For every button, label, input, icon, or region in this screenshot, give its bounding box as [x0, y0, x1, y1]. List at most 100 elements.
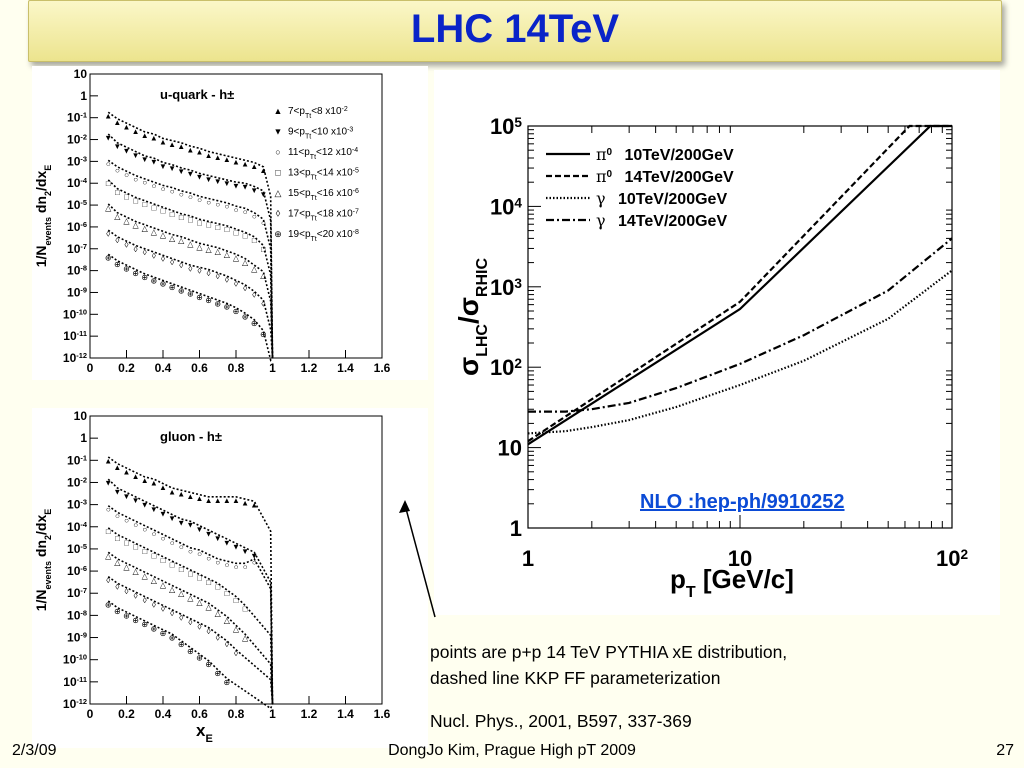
data-point-s1: ▲	[223, 155, 231, 164]
data-point-s7: ⊕	[141, 273, 148, 282]
data-point-s4: □	[234, 596, 239, 605]
data-point-s2: ▼	[232, 181, 240, 190]
pointer-arrow	[399, 500, 436, 618]
y-tick-label: 1	[510, 516, 522, 541]
data-point-s1: ▲	[132, 472, 140, 481]
data-point-s6: ◊	[198, 267, 202, 276]
footer-author: DongJo Kim, Prague High pT 2009	[388, 742, 636, 759]
data-point-s7: ⊕	[169, 283, 176, 292]
data-point-s5: △	[178, 589, 185, 598]
legend-label-4: γ 14TeV/200GeV	[596, 211, 727, 230]
data-point-s1: ▲	[104, 456, 112, 465]
legend-marker-3: ○	[275, 147, 280, 157]
nlo-reference-link[interactable]: NLO :hep-ph/9910252	[640, 491, 845, 513]
y-tick-label: 10-3	[67, 497, 87, 512]
kkp-curve-3	[107, 505, 274, 705]
data-point-s7: ⊕	[187, 647, 194, 656]
data-point-s1: ▲	[214, 496, 222, 505]
kkp-curve-6	[107, 229, 274, 359]
data-point-s5: △	[206, 245, 213, 254]
data-point-s2: ▼	[132, 496, 140, 505]
data-point-s3: ○	[224, 560, 229, 569]
y-tick-label: 10-9	[67, 285, 87, 300]
legend-marker-5: △	[275, 188, 282, 198]
legend-marker-2: ▼	[274, 127, 283, 137]
series-line-3	[527, 269, 953, 435]
data-point-s5: △	[178, 236, 185, 245]
panel-label: gluon - h±	[160, 429, 222, 444]
data-point-s4: □	[234, 228, 239, 237]
data-point-s6: ◊	[161, 255, 165, 264]
data-point-s6: ◊	[188, 264, 192, 273]
data-point-s4: □	[170, 210, 175, 219]
data-point-s5: △	[215, 247, 222, 256]
data-point-s7: ⊕	[141, 620, 148, 629]
data-point-s5: △	[105, 203, 112, 212]
data-point-s6: ◊	[243, 284, 247, 293]
data-point-s5: △	[142, 572, 149, 581]
y-tick-label: 10-2	[67, 475, 87, 490]
series-line-1	[527, 124, 952, 446]
y-tick-label: 105	[490, 114, 522, 139]
data-point-s7: ⊕	[196, 653, 203, 662]
x-tick-label: 0.2	[118, 707, 135, 721]
data-point-s6: ◊	[106, 229, 110, 238]
data-point-s5: △	[233, 625, 240, 634]
legend-label-2: 9<pTt<10 x10-3	[288, 126, 353, 140]
data-point-s3: ○	[151, 529, 156, 538]
data-point-s1: ▲	[250, 162, 258, 171]
data-point-s2: ▼	[113, 142, 121, 151]
y-tick-label: 10-6	[67, 564, 87, 579]
x-tick-label: 0	[87, 361, 94, 375]
caption-line-2: dashed line KKP FF parameterization	[430, 668, 721, 688]
data-point-s2: ▼	[241, 547, 249, 556]
y-tick-label: 10-9	[67, 630, 87, 645]
data-point-s3: ○	[188, 547, 193, 556]
y-tick-label: 10-10	[63, 652, 87, 667]
data-point-s2: ▼	[159, 509, 167, 518]
data-point-s7: ⊕	[260, 330, 267, 339]
data-point-s5: △	[169, 585, 176, 594]
data-point-s2: ▼	[168, 164, 176, 173]
data-point-s3: ○	[115, 166, 120, 175]
data-point-s3: ○	[252, 212, 257, 221]
data-point-s3: ○	[215, 200, 220, 209]
data-point-s3: ○	[206, 198, 211, 207]
data-point-s3: ○	[142, 178, 147, 187]
kkp-curve-7	[107, 253, 274, 362]
kkp-curve-3	[107, 159, 274, 359]
data-point-s5: △	[206, 603, 213, 612]
data-point-s4: □	[151, 552, 156, 561]
data-point-s1: ▲	[177, 490, 185, 499]
data-point-s1: ▲	[186, 145, 194, 154]
legend-label-3: 11<pTt<12 x10-4	[288, 147, 358, 161]
data-point-s2: ▼	[104, 133, 112, 142]
data-point-s6: ◊	[198, 622, 202, 631]
y-tick-label: 1	[80, 89, 87, 103]
data-point-s7: ⊕	[214, 669, 221, 678]
data-point-s4: □	[252, 236, 257, 245]
legend-label-6: 17<pTt<18 x10-7	[288, 208, 359, 222]
data-point-s1: ▲	[159, 483, 167, 492]
uquark-xe-chart: 10110-110-210-310-410-510-610-710-810-91…	[33, 67, 391, 375]
series-line-2	[527, 124, 952, 443]
legend-marker-6: ◊	[276, 209, 281, 219]
x-tick-label: 10	[728, 546, 752, 571]
data-point-s6: ◊	[106, 576, 110, 585]
data-point-s6: ◊	[134, 591, 138, 600]
data-point-s6: ◊	[125, 240, 129, 249]
data-point-s6: ◊	[161, 605, 165, 614]
kkp-curve-2	[107, 478, 274, 705]
y-tick-label: 10	[74, 409, 88, 423]
legend-label-7: 19<pTt<20 x10-8	[288, 229, 359, 243]
x-tick-label: 0	[87, 707, 94, 721]
data-point-s1: ▲	[205, 151, 213, 160]
data-point-s1: ▲	[214, 153, 222, 162]
data-point-s6: ◊	[216, 272, 220, 281]
data-point-s2: ▼	[205, 529, 213, 538]
data-point-s6: ◊	[170, 258, 174, 267]
caption-block: points are p+p 14 TeV PYTHIA xE distribu…	[430, 639, 787, 691]
data-point-s6: ◊	[207, 269, 211, 278]
y-tick-label: 10-2	[67, 132, 87, 147]
data-point-s6: ◊	[179, 261, 183, 270]
